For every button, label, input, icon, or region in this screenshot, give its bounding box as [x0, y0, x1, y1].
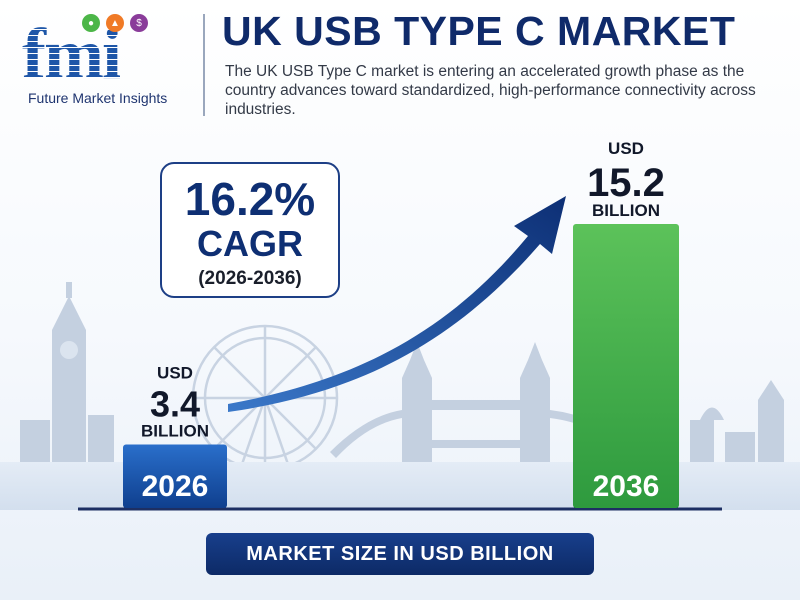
page-title: UK USB TYPE C MARKET	[222, 8, 736, 54]
header-divider	[203, 14, 205, 116]
bar-2036	[573, 224, 679, 508]
x-axis-caption: MARKET SIZE IN USD BILLION	[206, 533, 594, 575]
flask-icon: ▲	[106, 14, 124, 32]
value-scale-2026: BILLION	[141, 421, 209, 440]
cagr-label: CAGR	[197, 223, 303, 264]
logo-wordmark: fmi	[22, 14, 122, 94]
category-label-2026: 2026	[142, 470, 209, 503]
london-skyline-illustration	[20, 282, 784, 472]
brand-name: Future Market Insights	[28, 90, 168, 106]
growth-arrow	[228, 196, 566, 412]
value-unit-2036: USD	[608, 139, 644, 158]
cagr-period: (2026-2036)	[198, 268, 302, 289]
logo-icons: ● ▲ $	[82, 14, 148, 32]
value-number-2036: 15.2	[587, 161, 665, 205]
category-label-2036: 2036	[593, 470, 660, 503]
page-subtitle: The UK USB Type C market is entering an …	[225, 63, 756, 118]
fmi-logo: fmi ● ▲ $ Future Market Insights	[22, 10, 187, 110]
value-number-2026: 3.4	[150, 383, 200, 424]
globe-icon: ●	[82, 14, 100, 32]
value-scale-2036: BILLION	[592, 201, 660, 220]
cagr-value: 16.2%	[184, 173, 316, 225]
dollar-icon: $	[130, 14, 148, 32]
cagr-callout: 16.2% CAGR (2026-2036)	[160, 162, 340, 298]
value-unit-2026: USD	[157, 363, 193, 382]
ground-band	[0, 462, 800, 510]
bar-2026	[123, 444, 227, 508]
